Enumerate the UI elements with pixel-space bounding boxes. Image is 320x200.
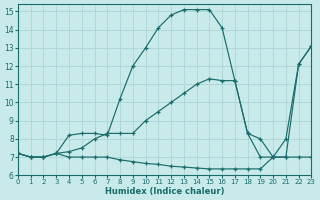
X-axis label: Humidex (Indice chaleur): Humidex (Indice chaleur) — [105, 187, 224, 196]
